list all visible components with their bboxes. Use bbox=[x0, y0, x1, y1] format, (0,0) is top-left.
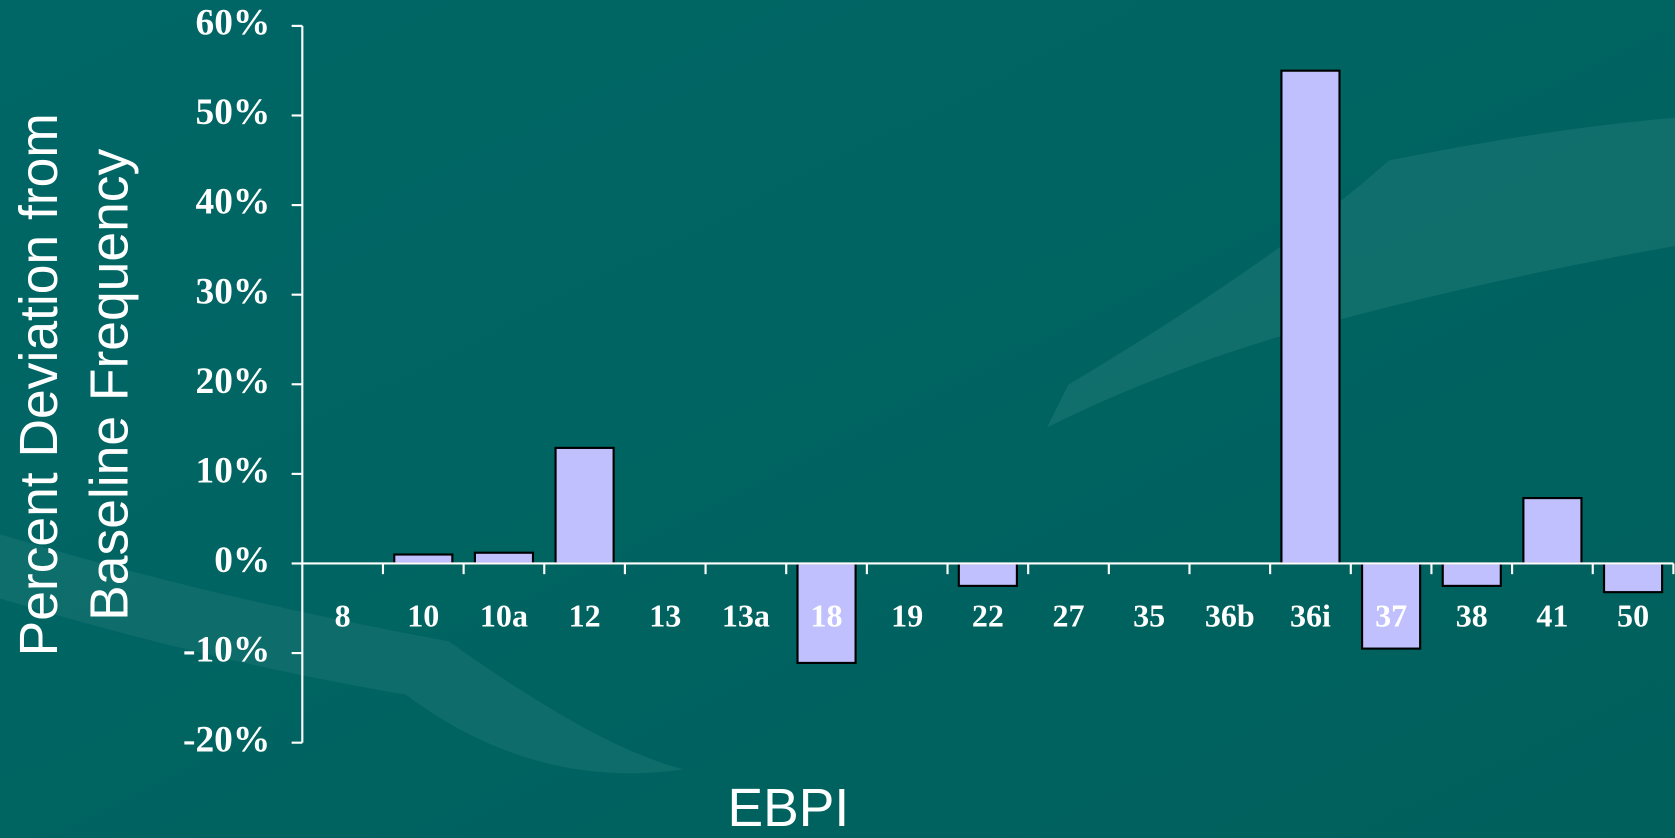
bar bbox=[1522, 497, 1583, 565]
bar bbox=[1280, 69, 1341, 565]
y-tick-label: 60% bbox=[196, 2, 271, 43]
x-tick-label: 8 bbox=[335, 597, 351, 633]
bar bbox=[1602, 562, 1664, 594]
y-axis-title: Percent Deviation from bbox=[10, 113, 69, 656]
bar bbox=[473, 551, 535, 565]
y-tick-label: 20% bbox=[196, 361, 271, 402]
x-tick-label: 37 bbox=[1375, 597, 1407, 633]
x-tick-label: 22 bbox=[972, 597, 1004, 633]
bar bbox=[796, 562, 857, 665]
x-tick-label: 35 bbox=[1133, 597, 1165, 633]
x-axis-title: EBPI bbox=[728, 779, 850, 838]
bar bbox=[393, 553, 454, 565]
y-axis-title: Baseline Frequency bbox=[80, 149, 139, 621]
y-tick-label: -20% bbox=[183, 719, 270, 760]
x-tick-label: 10a bbox=[480, 597, 528, 633]
decoration bbox=[0, 534, 684, 774]
x-tick-label: 50 bbox=[1617, 597, 1649, 633]
x-tick-label: 38 bbox=[1456, 597, 1488, 633]
x-tick-label: 12 bbox=[569, 597, 601, 633]
decoration bbox=[1046, 117, 1675, 428]
bar bbox=[554, 446, 615, 565]
bar bbox=[1441, 562, 1502, 587]
bar bbox=[957, 562, 1018, 587]
x-tick-label: 19 bbox=[891, 597, 923, 633]
y-tick-label: 10% bbox=[196, 450, 271, 491]
x-tick-label: 13 bbox=[649, 597, 681, 633]
y-tick-label: 50% bbox=[196, 92, 271, 133]
x-tick-label: 10 bbox=[407, 597, 439, 633]
x-tick-label: 36b bbox=[1205, 597, 1255, 633]
y-tick-label: 0% bbox=[214, 540, 270, 581]
x-tick-label: 13a bbox=[722, 597, 770, 633]
y-tick-label: 40% bbox=[196, 182, 271, 223]
y-tick-label: -10% bbox=[183, 630, 270, 671]
x-tick-label: 41 bbox=[1536, 597, 1568, 633]
x-tick-label: 18 bbox=[811, 597, 843, 633]
y-tick-label: 30% bbox=[196, 271, 271, 312]
x-tick-label: 27 bbox=[1052, 597, 1084, 633]
x-tick-label: 36i bbox=[1290, 597, 1331, 633]
